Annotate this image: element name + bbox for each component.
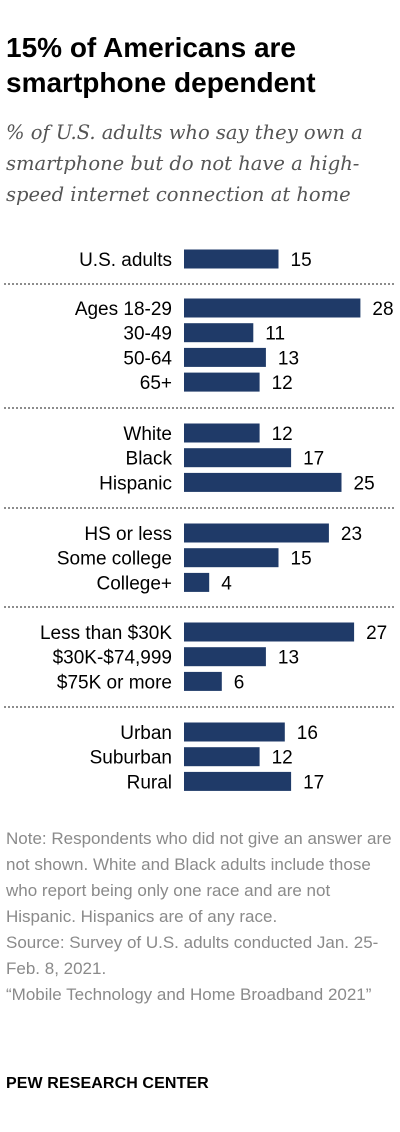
category-label: Less than $30K: [40, 623, 172, 644]
category-label: White: [123, 424, 172, 445]
bar: [184, 323, 254, 343]
bar: [184, 722, 285, 742]
category-label: Black: [126, 449, 173, 470]
category-label: Urban: [120, 723, 172, 744]
category-label: U.S. adults: [79, 250, 172, 271]
note-text: Note: Respondents who did not give an an…: [6, 829, 392, 926]
bar: [184, 572, 210, 592]
bar: [184, 298, 361, 318]
bar: [184, 347, 266, 367]
category-label: Ages 18-29: [75, 299, 172, 320]
bar: [184, 423, 260, 443]
chart-title: 15% of Americans are smartphone dependen…: [6, 32, 316, 98]
category-label: 65+: [140, 373, 172, 394]
bar: [184, 647, 266, 667]
value-label: 11: [265, 324, 285, 345]
brand-logo-text: PEW RESEARCH CENTER: [6, 1075, 209, 1092]
chart-subtitle: % of U.S. adults who say they own a smar…: [6, 121, 363, 206]
category-label: 30-49: [123, 324, 172, 345]
bar: [184, 249, 279, 269]
value-label: 12: [272, 424, 293, 445]
bar: [184, 622, 355, 642]
bar: [184, 671, 222, 691]
value-label: 12: [272, 748, 293, 769]
category-label: HS or less: [84, 524, 172, 545]
chart-notes: Note: Respondents who did not give an an…: [6, 826, 398, 1008]
value-label: 27: [366, 623, 387, 644]
category-label: $30K-$74,999: [53, 648, 172, 669]
value-label: 6: [234, 672, 245, 693]
category-label: College+: [96, 573, 172, 594]
bar: [184, 523, 329, 543]
value-label: 15: [291, 549, 312, 570]
bar: [184, 548, 279, 568]
category-label: Rural: [127, 772, 172, 793]
bar: [184, 472, 342, 492]
value-label: 15: [291, 250, 312, 271]
value-label: 13: [278, 648, 299, 669]
bar: [184, 448, 292, 468]
bar: [184, 372, 260, 392]
value-label: 12: [272, 373, 293, 394]
value-label: 4: [221, 573, 232, 594]
category-label: $75K or more: [57, 672, 172, 693]
report-title-text: “Mobile Technology and Home Broadband 20…: [6, 985, 372, 1004]
category-label: Suburban: [90, 748, 172, 769]
value-label: 17: [303, 449, 324, 470]
value-label: 17: [303, 772, 324, 793]
value-label: 25: [354, 473, 375, 494]
value-label: 28: [372, 299, 393, 320]
source-text: Source: Survey of U.S. adults conducted …: [6, 933, 379, 978]
bar: [184, 771, 292, 791]
bar-chart: U.S. adults 15 Ages 18-29 28 30-49 11 50-64 13 6…: [4, 249, 396, 793]
value-label: 16: [297, 723, 318, 744]
category-label: Hispanic: [99, 473, 172, 494]
bar: [184, 747, 260, 767]
category-label: 50-64: [123, 348, 172, 369]
value-label: 13: [278, 348, 299, 369]
category-label: Some college: [57, 549, 172, 570]
value-label: 23: [341, 524, 362, 545]
